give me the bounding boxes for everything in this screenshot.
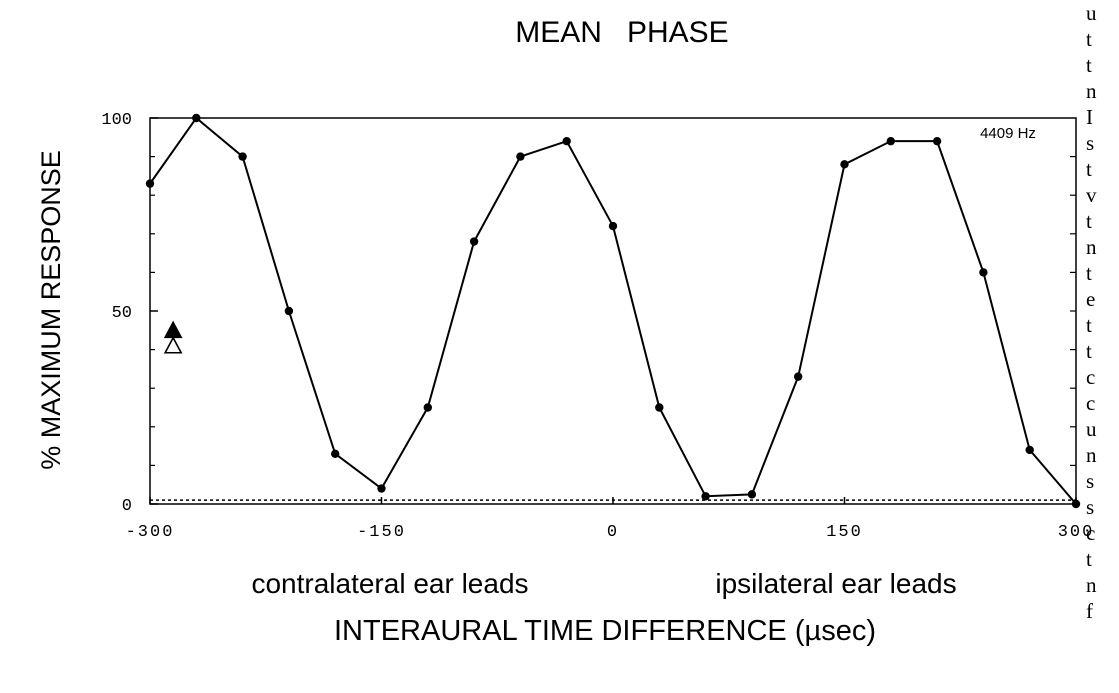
margin-text-line: n (1086, 443, 1097, 467)
filled-triangle-marker (163, 320, 183, 339)
data-point (145, 179, 155, 188)
margin-text-line: t (1086, 313, 1092, 337)
margin-text-line: f (1086, 599, 1093, 623)
data-point (1025, 445, 1034, 455)
frequency-annotation: 4409 Hz (980, 125, 1036, 142)
open-triangle-marker (163, 336, 183, 354)
data-point (284, 306, 294, 316)
data-point (562, 136, 571, 146)
x-tick-label: -300 (126, 523, 175, 542)
margin-text-line: n (1086, 235, 1097, 259)
margin-text-line: c (1086, 365, 1096, 389)
data-point (932, 136, 942, 146)
margin-text-line: u (1086, 1, 1097, 25)
margin-text-line: n (1086, 573, 1097, 597)
x-tick-label: 0 (607, 523, 619, 542)
series-points (145, 113, 1081, 509)
data-point (701, 492, 710, 501)
margin-text-line: s (1086, 131, 1095, 155)
data-point (192, 113, 201, 123)
x-tick-label: 150 (826, 523, 863, 542)
data-point (747, 490, 757, 499)
data-point (331, 449, 340, 459)
margin-text-line: t (1086, 339, 1092, 363)
markers (163, 320, 183, 354)
right-minor-ticks (1070, 156, 1076, 466)
data-point (979, 268, 988, 277)
region-label-contralateral: contralateral ear leads (251, 568, 528, 599)
margin-text-line: t (1086, 53, 1092, 77)
margin-text-line: e (1086, 287, 1096, 311)
x-tick-label: 300 (1058, 523, 1095, 542)
y-axis-label: % MAXIMUM RESPONSE (36, 150, 66, 470)
data-point (238, 152, 247, 161)
y-tick-label: 50 (112, 304, 132, 323)
x-ticks: -300 -150 0 150 300 (126, 497, 1095, 542)
data-point (469, 237, 479, 246)
data-point (794, 372, 803, 381)
margin-text-line: s (1086, 495, 1095, 519)
data-point (1071, 499, 1081, 509)
y-tick-label: 100 (101, 111, 132, 130)
data-point (516, 152, 525, 161)
margin-text-line: u (1086, 417, 1097, 441)
margin-text-line: v (1086, 183, 1097, 207)
margin-text-line: t (1086, 547, 1092, 571)
data-point (655, 403, 664, 412)
margin-text-line: t (1086, 261, 1092, 285)
data-point (423, 403, 432, 412)
region-label-ipsilateral: ipsilateral ear leads (715, 568, 956, 599)
margin-text-line: t (1086, 27, 1092, 51)
data-point (840, 160, 849, 169)
margin-text-line: t (1086, 209, 1092, 233)
y-tick-label: 0 (122, 497, 132, 516)
margin-text-line: t (1086, 157, 1092, 181)
margin-text-line: c (1086, 391, 1096, 415)
margin-text-line: s (1086, 469, 1095, 493)
x-axis-label: INTERAURAL TIME DIFFERENCE (µsec) (334, 615, 876, 647)
margin-text-line: I (1086, 105, 1093, 129)
y-ticks: 100 50 0 (101, 111, 158, 516)
margin-text-line: c (1086, 521, 1096, 545)
chart-title: MEAN PHASE (515, 16, 728, 49)
data-point (377, 484, 386, 493)
margin-text-line: n (1086, 79, 1097, 103)
data-point (608, 221, 618, 231)
x-tick-label: -150 (357, 523, 406, 542)
data-point (886, 136, 895, 146)
